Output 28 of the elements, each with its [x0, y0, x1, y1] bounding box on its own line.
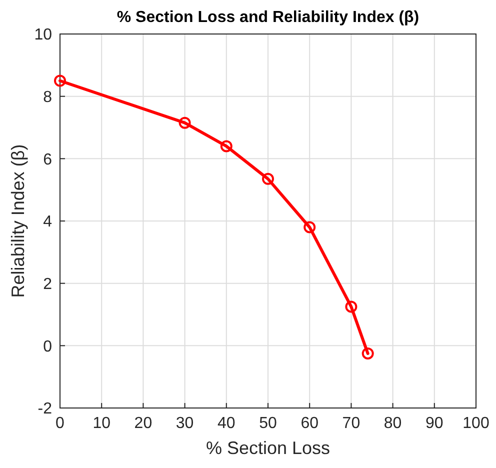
x-tick-label: 70 — [342, 415, 360, 432]
y-tick-label: 8 — [43, 88, 52, 106]
point — [345, 300, 358, 313]
point — [54, 74, 66, 87]
x-tick-label: 20 — [134, 415, 152, 432]
y-tick-label: -2 — [38, 400, 52, 418]
y-tick-label: 10 — [34, 26, 52, 44]
y-tick-label: 4 — [43, 214, 52, 231]
y-tick-label: 0 — [43, 338, 52, 356]
point — [362, 347, 374, 360]
y-tick-label: 2 — [43, 276, 52, 293]
x-tick-label: 60 — [300, 415, 319, 432]
y-tick-label: 6 — [43, 151, 52, 168]
x-tick-label: 30 — [176, 415, 194, 432]
x-tick-label: 100 — [462, 415, 490, 432]
x-tick-label: 80 — [384, 415, 402, 432]
y-axis-title: Reliability Index (β) — [8, 144, 28, 298]
x-tick-label: 10 — [92, 415, 111, 432]
point — [262, 172, 274, 185]
point — [220, 140, 232, 152]
point — [304, 221, 316, 234]
x-tick-label: 90 — [426, 415, 444, 432]
x-tick-label: 0 — [56, 415, 65, 432]
point — [178, 116, 191, 129]
x-tick-label: 50 — [259, 415, 277, 432]
x-tick-label: 40 — [218, 415, 236, 432]
x-axis-title: % Section Loss — [206, 438, 330, 458]
chart-title: % Section Loss and Reliability Index (β) — [116, 9, 420, 26]
